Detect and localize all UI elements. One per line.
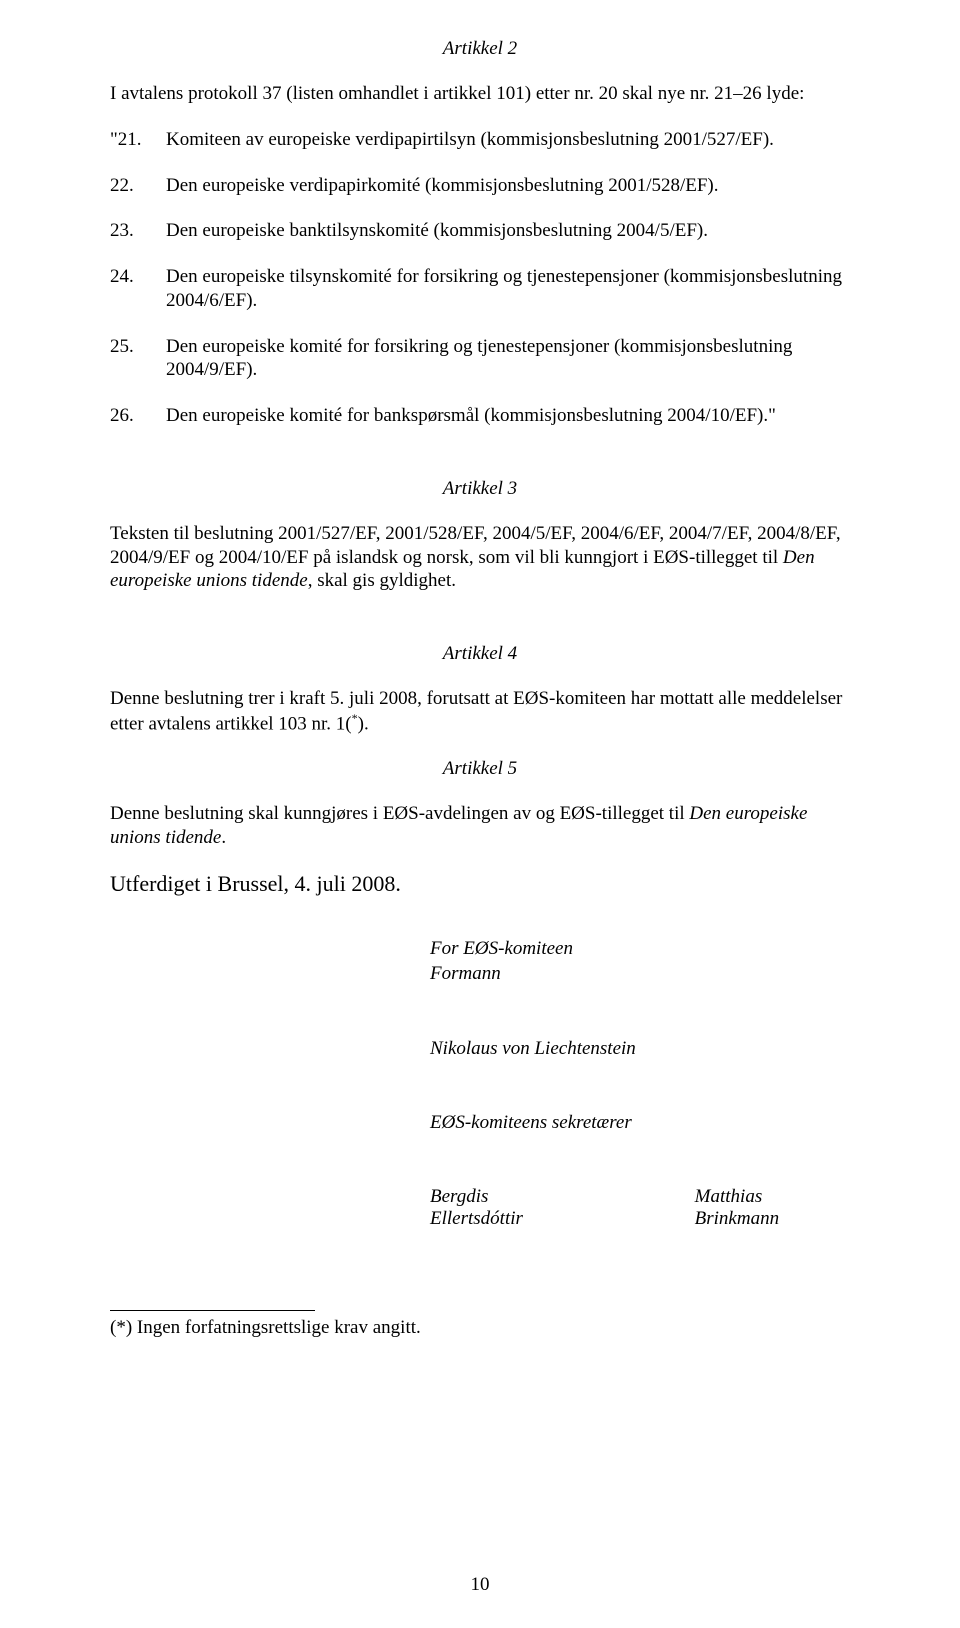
para-text: ). bbox=[358, 713, 369, 734]
item-text: Den europeiske komité for forsikring og … bbox=[166, 335, 850, 383]
item-number: 22. bbox=[110, 174, 166, 198]
item-number: 26. bbox=[110, 404, 166, 428]
article-2-intro: I avtalens protokoll 37 (listen omhandle… bbox=[110, 82, 850, 106]
document-page: Artikkel 2 I avtalens protokoll 37 (list… bbox=[0, 0, 960, 1628]
signature-for: For EØS-komiteen bbox=[430, 937, 850, 962]
para-text: Teksten til beslutning 2001/527/EF, 2001… bbox=[110, 523, 841, 568]
page-number: 10 bbox=[0, 1574, 960, 1596]
list-item: 22. Den europeiske verdipapirkomité (kom… bbox=[110, 174, 850, 198]
signature-name-block: Nikolaus von Liechtenstein bbox=[430, 1037, 850, 1062]
para-text: , skal gis gyldighet. bbox=[308, 570, 456, 591]
closing-line: Utferdiget i Brussel, 4. juli 2008. bbox=[110, 871, 850, 897]
signature-block: For EØS-komiteen Formann bbox=[430, 937, 850, 986]
item-number: "21. bbox=[110, 128, 166, 152]
list-item: 26. Den europeiske komité for bankspørsm… bbox=[110, 404, 850, 428]
item-number: 23. bbox=[110, 219, 166, 243]
article-5-para: Denne beslutning skal kunngjøres i EØS-a… bbox=[110, 802, 850, 850]
list-item: 24. Den europeiske tilsynskomité for for… bbox=[110, 265, 850, 313]
article-4-heading: Artikkel 4 bbox=[110, 643, 850, 665]
item-text: Den europeiske tilsynskomité for forsikr… bbox=[166, 265, 850, 313]
article-3-para: Teksten til beslutning 2001/527/EF, 2001… bbox=[110, 522, 850, 593]
item-text: Den europeiske verdipapirkomité (kommisj… bbox=[166, 174, 850, 198]
article-4-para: Denne beslutning trer i kraft 5. juli 20… bbox=[110, 687, 850, 736]
list-item: 23. Den europeiske banktilsynskomité (ko… bbox=[110, 219, 850, 243]
item-text: Den europeiske komité for bankspørsmål (… bbox=[166, 404, 850, 428]
secretary-1: Bergdis Ellertsdóttir bbox=[430, 1186, 585, 1230]
article-2-heading: Artikkel 2 bbox=[110, 38, 850, 60]
list-item: "21. Komiteen av europeiske verdipapirti… bbox=[110, 128, 850, 152]
secretaries-names: Bergdis Ellertsdóttir Matthias Brinkmann bbox=[430, 1186, 850, 1230]
item-text: Komiteen av europeiske verdipapirtilsyn … bbox=[166, 128, 850, 152]
item-number: 24. bbox=[110, 265, 166, 313]
list-item: 25. Den europeiske komité for forsikring… bbox=[110, 335, 850, 383]
signature-name: Nikolaus von Liechtenstein bbox=[430, 1037, 850, 1062]
secretaries-label: EØS-komiteens sekretærer bbox=[430, 1111, 850, 1136]
footnote-rule bbox=[110, 1310, 315, 1311]
secretary-2: Matthias Brinkmann bbox=[695, 1186, 850, 1230]
item-number: 25. bbox=[110, 335, 166, 383]
article-3-heading: Artikkel 3 bbox=[110, 478, 850, 500]
secretaries-label-block: EØS-komiteens sekretærer bbox=[430, 1111, 850, 1136]
para-text: Denne beslutning skal kunngjøres i EØS-a… bbox=[110, 803, 689, 824]
signature-role: Formann bbox=[430, 962, 850, 987]
para-text: . bbox=[221, 827, 226, 848]
item-text: Den europeiske banktilsynskomité (kommis… bbox=[166, 219, 850, 243]
footnote-text: (*) Ingen forfatningsrettslige krav angi… bbox=[110, 1317, 850, 1339]
para-text: Denne beslutning trer i kraft 5. juli 20… bbox=[110, 688, 842, 734]
article-5-heading: Artikkel 5 bbox=[110, 758, 850, 780]
